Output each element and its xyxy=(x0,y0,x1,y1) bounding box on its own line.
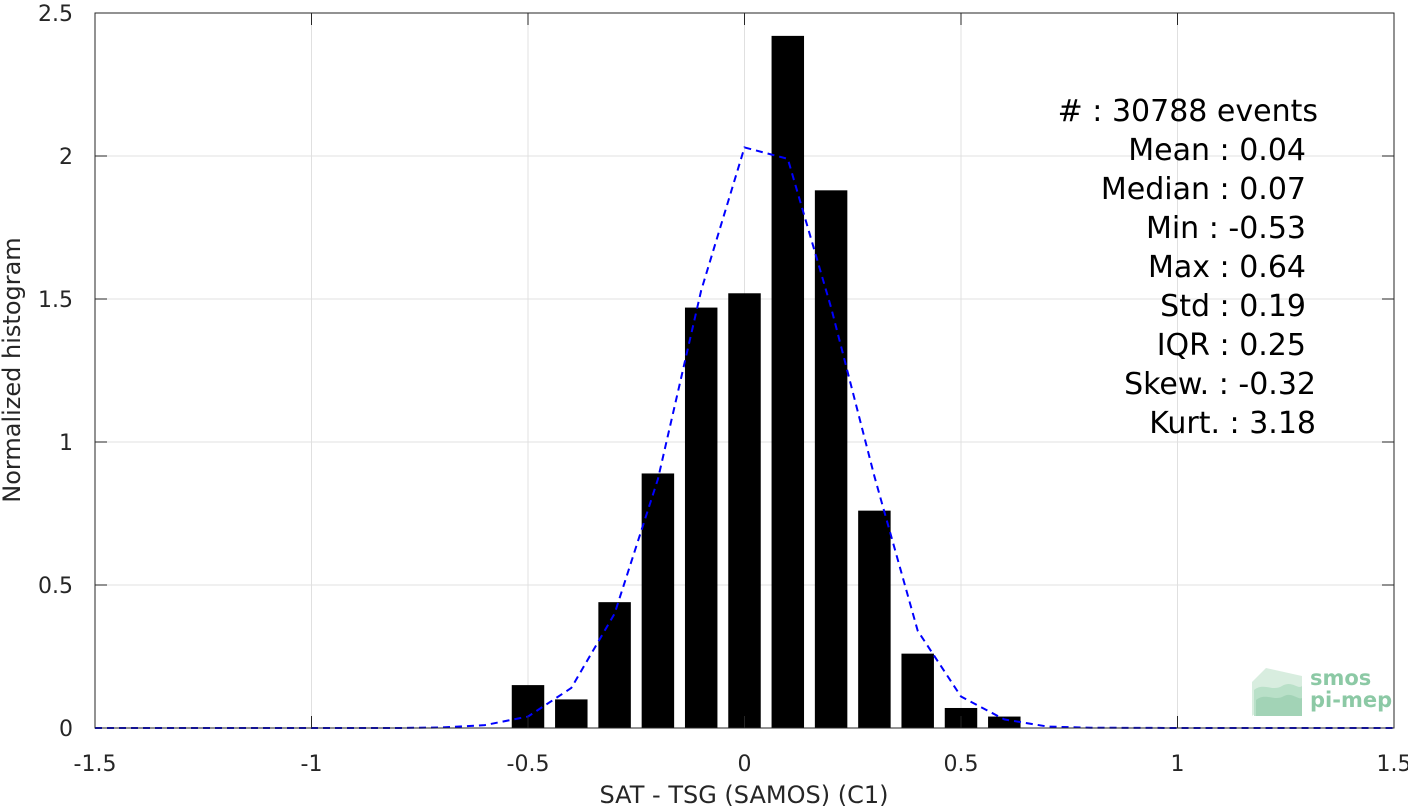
histogram-bar xyxy=(901,653,934,728)
x-tick-labels: -1.5 -1 -0.5 0 0.5 1 1.5 xyxy=(74,752,1408,777)
histogram-bar xyxy=(988,716,1021,728)
y-tick-label: 0.5 xyxy=(38,574,73,599)
y-axis-label: Normalized histogram xyxy=(0,237,26,502)
stat-kurt: Kurt. : 3.18 xyxy=(1149,406,1316,441)
y-tick-label: 0 xyxy=(59,717,73,742)
x-tick-label: 0.5 xyxy=(944,752,979,777)
stat-median: Median : 0.07 xyxy=(1101,172,1306,207)
x-tick-label: -1 xyxy=(301,752,323,777)
stat-std: Std : 0.19 xyxy=(1160,289,1306,324)
histogram-bar xyxy=(684,307,718,728)
axis-ticks xyxy=(94,12,1395,729)
x-tick-label: 1 xyxy=(1171,752,1185,777)
fit-curve-line xyxy=(95,146,1394,729)
stats-annotation: # : 30788 events Mean : 0.04 Median : 0.… xyxy=(1058,94,1318,441)
smos-pi-mep-logo: smos pi-mep xyxy=(1252,666,1392,716)
histogram-bar xyxy=(814,190,848,728)
histogram-bar xyxy=(728,293,761,728)
y-tick-label: 2.5 xyxy=(38,2,73,27)
x-tick-label: 0 xyxy=(738,752,752,777)
y-tick-label: 2 xyxy=(59,145,73,170)
y-tick-labels: 0 0.5 1 1.5 2 2.5 xyxy=(38,2,73,742)
fit-curve xyxy=(95,146,1394,729)
histogram-bars xyxy=(511,35,1021,728)
stat-max: Max : 0.64 xyxy=(1148,250,1306,285)
y-tick-label: 1.5 xyxy=(38,288,73,313)
logo-text-line1: smos xyxy=(1310,666,1371,690)
stat-skew: Skew. : -0.32 xyxy=(1124,367,1316,402)
x-axis-label: SAT - TSG (SAMOS) (C1) xyxy=(600,781,889,809)
histogram-bar xyxy=(598,602,631,728)
stat-iqr: IQR : 0.25 xyxy=(1157,328,1306,363)
histogram-bar xyxy=(771,35,805,728)
y-tick-label: 1 xyxy=(59,431,73,456)
x-tick-label: -0.5 xyxy=(507,752,550,777)
logo-text-line2: pi-mep xyxy=(1310,688,1392,712)
histogram-bar xyxy=(555,699,588,728)
x-tick-label: -1.5 xyxy=(74,752,117,777)
stat-min: Min : -0.53 xyxy=(1146,211,1306,246)
stat-events: # : 30788 events xyxy=(1058,94,1318,129)
x-tick-label: 1.5 xyxy=(1377,752,1408,777)
logo-waves-icon xyxy=(1252,668,1302,716)
stat-mean: Mean : 0.04 xyxy=(1128,133,1306,168)
histogram-bar xyxy=(858,510,891,728)
